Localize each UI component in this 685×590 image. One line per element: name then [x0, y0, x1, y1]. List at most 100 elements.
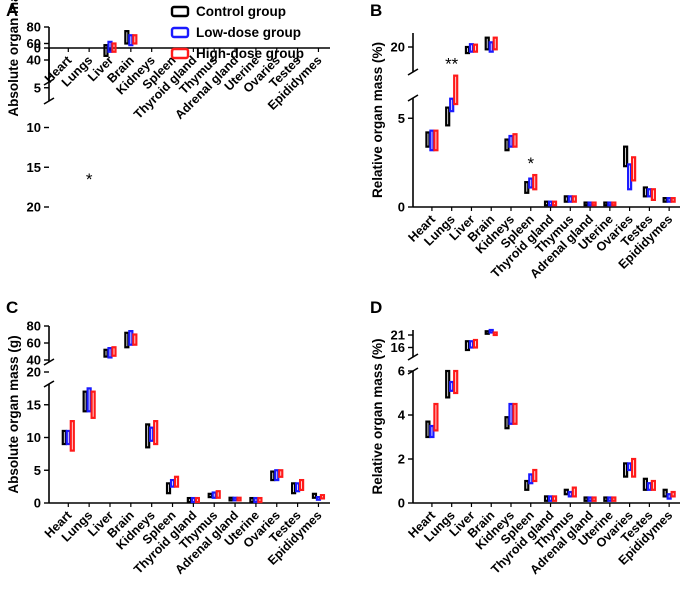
- box-high-dose-group: [492, 36, 498, 51]
- box-high-dose-group: [611, 201, 617, 207]
- y-tick-label: 20: [27, 365, 41, 380]
- box-high-dose-group: [132, 34, 138, 45]
- y-tick-label: 80: [27, 319, 41, 334]
- y-tick-label: 15: [27, 160, 41, 175]
- axis-break-mark: [407, 68, 419, 76]
- box-control-group: [165, 482, 172, 495]
- box-low-dose-group: [211, 491, 217, 499]
- panel-letter: B: [370, 1, 382, 20]
- box-low-dose-group: [128, 34, 134, 47]
- box-low-dose-group: [232, 496, 238, 502]
- box-high-dose-group: [90, 390, 96, 419]
- box-control-group: [249, 496, 255, 504]
- box-control-group: [61, 429, 67, 446]
- box-high-dose-group: [299, 478, 305, 492]
- significance-marker: **: [445, 55, 459, 74]
- axis-break-mark: [407, 353, 419, 361]
- axis-break-mark: [43, 358, 55, 366]
- box-low-dose-group: [128, 330, 134, 346]
- box-high-dose-group: [512, 133, 518, 148]
- box-control-group: [623, 145, 629, 168]
- box-low-dose-group: [547, 200, 554, 207]
- box-control-group: [642, 477, 648, 491]
- box-low-dose-group: [253, 496, 259, 504]
- box-control-group: [445, 369, 451, 399]
- box-high-dose-group: [650, 188, 656, 201]
- box-control-group: [425, 131, 431, 148]
- legend-label: Low-dose group: [196, 25, 301, 40]
- legend-label: Control group: [196, 4, 286, 19]
- significance-marker: *: [86, 170, 93, 189]
- box-high-dose-group: [236, 496, 242, 502]
- box-control-group: [484, 36, 490, 51]
- box-control-group: [543, 495, 550, 502]
- box-low-dose-group: [646, 188, 652, 198]
- box-high-dose-group: [111, 346, 117, 357]
- box-low-dose-group: [468, 43, 475, 53]
- box-low-dose-group: [627, 163, 633, 191]
- box-control-group: [563, 195, 569, 203]
- axis-break-mark: [43, 380, 55, 388]
- box-low-dose-group: [190, 496, 196, 504]
- panel-letter: D: [370, 298, 382, 317]
- box-control-group: [583, 201, 589, 207]
- box-control-group: [82, 390, 88, 413]
- box-low-dose-group: [429, 129, 435, 152]
- y-tick-label: 0: [398, 200, 405, 215]
- panel-letter: C: [6, 298, 18, 317]
- legend-swatch: [170, 47, 190, 60]
- box-high-dose-group: [472, 338, 479, 349]
- box-control-group: [583, 496, 589, 502]
- box-control-group: [124, 30, 130, 45]
- box-high-dose-group: [433, 129, 439, 152]
- y-tick-label: 5: [398, 111, 405, 126]
- y-tick-label: 16: [391, 340, 405, 355]
- box-low-dose-group: [607, 201, 613, 207]
- box-control-group: [425, 420, 431, 439]
- box-low-dose-group: [666, 197, 672, 203]
- y-axis-label: Absolute organ mass (g): [6, 335, 21, 493]
- box-control-group: [603, 496, 609, 502]
- axis-break-mark: [407, 94, 419, 102]
- box-control-group: [464, 45, 471, 55]
- box-control-group: [524, 479, 530, 491]
- box-low-dose-group: [528, 177, 534, 189]
- box-low-dose-group: [86, 387, 92, 413]
- box-high-dose-group: [650, 479, 656, 491]
- box-low-dose-group: [468, 340, 475, 349]
- box-high-dose-group: [319, 494, 326, 500]
- box-low-dose-group: [315, 496, 322, 501]
- y-tick-label: 2: [398, 452, 405, 467]
- box-high-dose-group: [551, 495, 558, 502]
- box-control-group: [291, 482, 297, 495]
- box-high-dose-group: [571, 195, 577, 203]
- box-low-dose-group: [508, 134, 514, 148]
- y-tick-label: 4: [398, 408, 406, 423]
- box-control-group: [124, 331, 130, 349]
- y-tick-label: 0: [34, 41, 41, 56]
- box-high-dose-group: [257, 496, 263, 504]
- box-control-group: [103, 348, 109, 358]
- box-low-dose-group: [567, 490, 573, 498]
- box-control-group: [662, 197, 668, 203]
- box-low-dose-group: [528, 473, 534, 485]
- box-low-dose-group: [627, 462, 633, 472]
- box-high-dose-group: [194, 496, 200, 504]
- box-low-dose-group: [449, 380, 455, 392]
- box-low-dose-group: [107, 347, 113, 359]
- box-high-dose-group: [492, 331, 498, 337]
- box-high-dose-group: [69, 420, 75, 452]
- legend: Control group Low-dose group High-dose gro…: [170, 4, 304, 61]
- box-high-dose-group: [611, 496, 617, 502]
- box-low-dose-group: [488, 328, 494, 334]
- box-high-dose-group: [591, 496, 597, 502]
- y-tick-label: 20: [391, 40, 405, 55]
- y-tick-label: 6: [398, 364, 405, 379]
- significance-marker: *: [527, 154, 534, 173]
- y-tick-label: 10: [27, 430, 41, 445]
- y-tick-label: 80: [27, 20, 41, 35]
- box-control-group: [623, 462, 629, 478]
- box-high-dose-group: [631, 457, 637, 478]
